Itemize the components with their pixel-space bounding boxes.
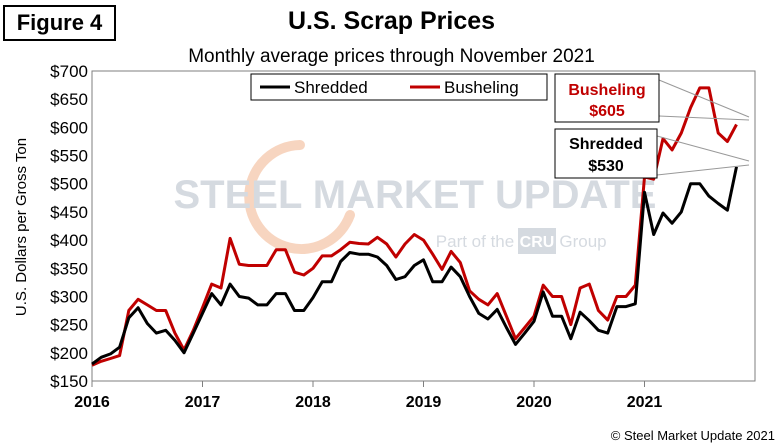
y-tick-label: $600 xyxy=(50,118,88,137)
callout-busheling-leader xyxy=(658,79,750,118)
legend-label-busheling: Busheling xyxy=(444,78,519,97)
figure-label: Figure 4 xyxy=(3,5,116,41)
y-tick-label: $700 xyxy=(50,62,88,81)
chart-title: U.S. Scrap Prices xyxy=(287,7,496,35)
series-line-busheling xyxy=(91,86,738,367)
chart-subtitle: Monthly average prices through November … xyxy=(188,46,595,67)
y-tick-label: $200 xyxy=(50,344,88,363)
legend: Shredded Busheling xyxy=(250,73,548,101)
legend-box xyxy=(250,73,548,101)
callout-shredded-leader xyxy=(656,135,750,162)
x-tick-label: 2017 xyxy=(185,394,221,411)
callout-busheling-value: $605 xyxy=(589,103,625,120)
callout-shredded: Shredded $530 xyxy=(554,128,750,179)
x-tick-label: 2019 xyxy=(406,394,442,411)
x-tick-label: 2020 xyxy=(516,394,552,411)
y-tick-label: $450 xyxy=(50,203,88,222)
watermark-cru: CRU xyxy=(520,234,555,251)
y-tick-label: $350 xyxy=(50,259,88,278)
callout-busheling-label: Busheling xyxy=(568,82,645,99)
x-tick-label: 2018 xyxy=(295,394,331,411)
watermark-swoosh xyxy=(244,140,355,254)
y-tick-label: $150 xyxy=(50,372,88,391)
callout-shredded-value: $530 xyxy=(588,158,624,175)
series-line-shredded xyxy=(91,166,738,366)
x-tick-label: 2016 xyxy=(74,394,110,411)
y-tick-label: $550 xyxy=(50,147,88,166)
callout-shredded-label: Shredded xyxy=(569,136,643,153)
callout-busheling-leader-2 xyxy=(658,115,750,121)
watermark-cru-box xyxy=(518,228,556,254)
watermark-title: STEEL MARKET UPDATE xyxy=(174,173,657,217)
callout-busheling-box xyxy=(554,73,660,123)
watermark-group: Group xyxy=(559,232,606,251)
y-tick-label: $300 xyxy=(50,287,88,306)
y-tick-label: $400 xyxy=(50,231,88,250)
callout-busheling: Busheling $605 xyxy=(554,73,750,123)
copyright-notice: © Steel Market Update 2021 xyxy=(610,428,775,443)
x-tick-label: 2021 xyxy=(627,394,663,411)
y-tick-label: $250 xyxy=(50,316,88,335)
watermark: STEEL MARKET UPDATE Part of the CRU Grou… xyxy=(174,140,657,254)
y-tick-label: $500 xyxy=(50,175,88,194)
callout-shredded-box xyxy=(554,128,658,179)
y-tick-label: $650 xyxy=(50,90,88,109)
legend-label-shredded: Shredded xyxy=(294,78,368,97)
y-axis-title: U.S. Dollars per Gross Ton xyxy=(13,138,30,316)
callout-shredded-leader-2 xyxy=(656,164,750,176)
watermark-part-of: Part of the xyxy=(436,232,514,251)
